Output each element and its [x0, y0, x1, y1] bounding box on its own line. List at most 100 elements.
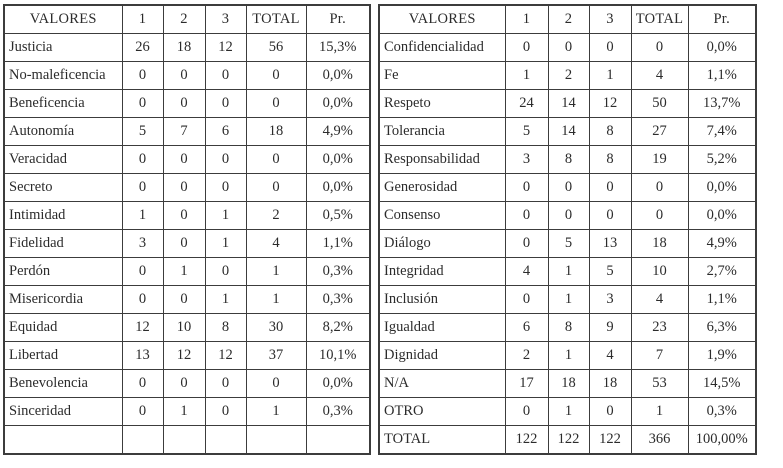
value-name-cell: Beneficencia — [3, 89, 123, 118]
value-cell: 0 — [121, 145, 164, 174]
value-cell: 27 — [630, 117, 689, 146]
value-cell: 1 — [204, 285, 247, 314]
value-cell: 1 — [162, 397, 206, 426]
value-cell: 0,3% — [305, 285, 371, 314]
table-row: N/A 17 18 18 53 14,5% — [378, 369, 757, 398]
value-cell: 1 — [204, 229, 247, 258]
value-cell: 0 — [245, 61, 307, 90]
value-cell: 0 — [504, 173, 549, 202]
value-cell: 7,4% — [687, 117, 757, 146]
value-name-cell: N/A — [378, 369, 506, 398]
value-cell: 4 — [630, 61, 689, 90]
value-name-cell: Tolerancia — [378, 117, 506, 146]
value-name-cell: Dignidad — [378, 341, 506, 370]
value-cell: 0 — [588, 397, 632, 426]
table-row — [3, 425, 371, 455]
value-cell: 0 — [204, 61, 247, 90]
value-cell: 5 — [121, 117, 164, 146]
value-cell: 122 — [504, 425, 549, 455]
value-cell: 1 — [547, 341, 590, 370]
value-cell: 0 — [121, 397, 164, 426]
value-cell: 18 — [630, 229, 689, 258]
table-row: Fidelidad 3 0 1 4 1,1% — [3, 229, 371, 258]
value-cell: 0 — [630, 33, 689, 62]
table-row: Misericordia 0 0 1 1 0,3% — [3, 285, 371, 314]
table-row: OTRO 0 1 0 1 0,3% — [378, 397, 757, 426]
value-cell: 17 — [504, 369, 549, 398]
value-cell: 8 — [588, 145, 632, 174]
value-cell: 0 — [121, 173, 164, 202]
value-name-cell: OTRO — [378, 397, 506, 426]
value-cell: 1,1% — [687, 61, 757, 90]
value-cell: 13 — [588, 229, 632, 258]
table-row: Integridad 4 1 5 10 2,7% — [378, 257, 757, 286]
value-cell: 1 — [588, 61, 632, 90]
value-cell: 0,0% — [305, 61, 371, 90]
value-cell: 0 — [204, 89, 247, 118]
value-cell — [121, 425, 164, 455]
value-name-cell: Igualdad — [378, 313, 506, 342]
table-row: Fe 1 2 1 4 1,1% — [378, 61, 757, 90]
table-row: Igualdad 6 8 9 23 6,3% — [378, 313, 757, 342]
value-name-cell: Justicia — [3, 33, 123, 62]
table-row: Equidad 12 10 8 30 8,2% — [3, 313, 371, 342]
table-body: Justicia 26 18 12 56 15,3% No-maleficencia 0 0 0 0… — [3, 33, 371, 455]
value-cell: 3 — [504, 145, 549, 174]
value-cell: 0 — [547, 33, 590, 62]
value-cell: 14 — [547, 89, 590, 118]
value-cell: 7 — [162, 117, 206, 146]
value-cell: 8 — [547, 145, 590, 174]
table-row: Perdón 0 1 0 1 0,3% — [3, 257, 371, 286]
value-cell: 0 — [245, 369, 307, 398]
value-name-cell: Benevolencia — [3, 369, 123, 398]
column-header: Pr. — [687, 4, 757, 34]
value-cell: 8 — [547, 313, 590, 342]
column-header: 1 — [121, 4, 164, 34]
value-cell: 1 — [547, 285, 590, 314]
value-cell: 4,9% — [305, 117, 371, 146]
value-name-cell: Respeto — [378, 89, 506, 118]
table-row: Beneficencia 0 0 0 0 0,0% — [3, 89, 371, 118]
value-cell: 3 — [588, 285, 632, 314]
value-name-cell: Fidelidad — [3, 229, 123, 258]
value-cell: 122 — [588, 425, 632, 455]
value-name-cell: Equidad — [3, 313, 123, 342]
column-header: VALORES — [3, 4, 123, 34]
value-cell: 12 — [204, 33, 247, 62]
value-name-cell: No-maleficencia — [3, 61, 123, 90]
value-cell: 0 — [204, 397, 247, 426]
value-cell: 0,3% — [687, 397, 757, 426]
table-row: Responsabilidad 3 8 8 19 5,2% — [378, 145, 757, 174]
value-cell: 0 — [121, 285, 164, 314]
value-cell: 122 — [547, 425, 590, 455]
value-cell: 0 — [504, 201, 549, 230]
value-cell: 0 — [588, 33, 632, 62]
table-row: Veracidad 0 0 0 0 0,0% — [3, 145, 371, 174]
value-cell: 1 — [162, 257, 206, 286]
value-cell: 1 — [245, 257, 307, 286]
value-name-cell: Diálogo — [378, 229, 506, 258]
column-header: 3 — [588, 4, 632, 34]
value-cell: 18 — [162, 33, 206, 62]
value-cell: 0 — [588, 173, 632, 202]
value-cell: 10 — [630, 257, 689, 286]
value-cell: 4 — [588, 341, 632, 370]
value-cell: 0 — [162, 201, 206, 230]
value-cell: 8 — [204, 313, 247, 342]
value-cell: 15,3% — [305, 33, 371, 62]
value-cell: 18 — [588, 369, 632, 398]
value-cell: 4 — [245, 229, 307, 258]
value-cell: 366 — [630, 425, 689, 455]
value-cell: 6 — [504, 313, 549, 342]
value-cell: 1 — [504, 61, 549, 90]
value-name-cell: Autonomía — [3, 117, 123, 146]
value-cell: 0 — [162, 61, 206, 90]
value-cell — [305, 425, 371, 455]
value-cell: 0,0% — [687, 201, 757, 230]
value-name-cell: Confidencialidad — [378, 33, 506, 62]
value-cell: 4 — [630, 285, 689, 314]
value-cell: 0 — [121, 89, 164, 118]
value-cell: 0,3% — [305, 397, 371, 426]
value-cell: 0 — [121, 369, 164, 398]
value-name-cell: Fe — [378, 61, 506, 90]
